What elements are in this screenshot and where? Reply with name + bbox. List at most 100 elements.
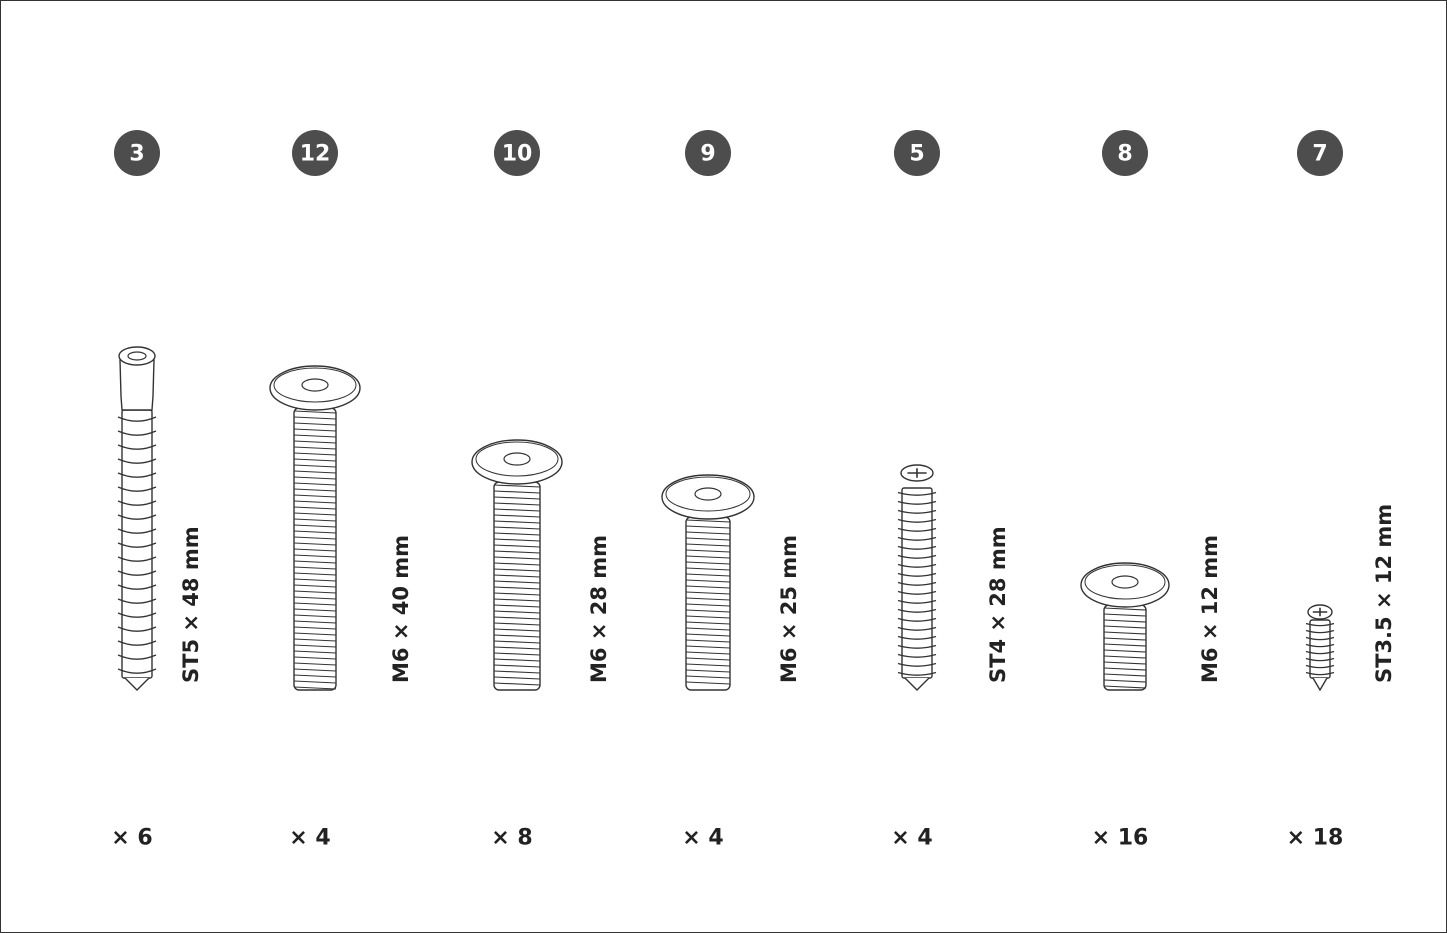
- thread: [897, 662, 937, 667]
- thread: [293, 446, 337, 450]
- thread: [1103, 685, 1147, 689]
- screw-head-rim: [475, 441, 559, 477]
- thread: [293, 476, 337, 480]
- thread: [493, 604, 541, 608]
- thread: [1103, 673, 1147, 677]
- screw-tip: [124, 677, 150, 691]
- thread: [685, 573, 731, 577]
- thread: [493, 640, 541, 644]
- size-label: M6 × 28 mm: [587, 535, 611, 683]
- thread: [117, 626, 157, 632]
- hardware-item: 10 M6 × 28 mm × 8: [471, 130, 611, 851]
- quantity: × 18: [1287, 826, 1344, 851]
- thread: [293, 518, 337, 522]
- quantity: × 8: [491, 826, 532, 851]
- thread: [493, 598, 541, 602]
- thread: [293, 506, 337, 510]
- thread: [293, 596, 337, 600]
- thread: [685, 669, 731, 673]
- thread: [493, 484, 541, 488]
- thread: [117, 640, 157, 646]
- badge: [494, 130, 540, 176]
- thread: [897, 536, 937, 541]
- thread: [1103, 679, 1147, 683]
- thread: [897, 545, 937, 550]
- thread: [685, 585, 731, 589]
- thread: [293, 638, 337, 642]
- thread: [117, 542, 157, 548]
- thread: [293, 422, 337, 426]
- thread: [117, 430, 157, 436]
- thread: [685, 543, 731, 547]
- hex-socket: [127, 351, 147, 361]
- thread: [685, 627, 731, 631]
- thread: [493, 646, 541, 650]
- thread: [685, 615, 731, 619]
- thread: [897, 527, 937, 532]
- thread: [897, 572, 937, 577]
- thread: [1103, 637, 1147, 641]
- thread: [1103, 613, 1147, 617]
- thread: [493, 586, 541, 590]
- thread: [897, 491, 937, 496]
- thread: [685, 639, 731, 643]
- thread: [685, 621, 731, 625]
- thread: [493, 514, 541, 518]
- thread: [493, 652, 541, 656]
- thread: [293, 536, 337, 540]
- thread: [493, 496, 541, 500]
- thread: [685, 531, 731, 535]
- badge-label: 9: [700, 142, 715, 167]
- thread: [685, 597, 731, 601]
- thread: [897, 635, 937, 640]
- thread: [493, 682, 541, 686]
- screw-shaft: [1309, 619, 1331, 679]
- thread: [1305, 650, 1335, 655]
- size-label: M6 × 12 mm: [1198, 535, 1222, 683]
- thread: [1305, 636, 1335, 641]
- thread: [493, 628, 541, 632]
- thread: [293, 488, 337, 492]
- thread: [685, 609, 731, 613]
- thread: [493, 610, 541, 614]
- thread: [685, 657, 731, 661]
- thread: [293, 416, 337, 420]
- thread: [117, 528, 157, 534]
- thread: [1103, 643, 1147, 647]
- badge-label: 12: [300, 142, 331, 167]
- thread: [493, 550, 541, 554]
- thread: [897, 644, 937, 649]
- thread: [1305, 657, 1335, 662]
- badge-label: 8: [1117, 142, 1132, 167]
- cross-slot: [907, 468, 927, 478]
- thread: [685, 549, 731, 553]
- screw-head-rim: [1084, 564, 1166, 600]
- thread: [493, 616, 541, 620]
- thread: [117, 458, 157, 464]
- thread: [1305, 671, 1335, 676]
- thread: [293, 512, 337, 516]
- thread: [685, 561, 731, 565]
- thread: [293, 440, 337, 444]
- badge: [1297, 130, 1343, 176]
- thread: [685, 633, 731, 637]
- hardware-item: 5 ST4 × 28 mm × 4: [891, 130, 1010, 851]
- thread: [117, 444, 157, 450]
- hardware-item: 3 ST5 × 48 mm × 6: [111, 130, 203, 851]
- screw-head-rim: [273, 367, 357, 403]
- thread: [493, 544, 541, 548]
- thread: [293, 428, 337, 432]
- thread: [1305, 629, 1335, 634]
- hex-socket: [503, 452, 531, 466]
- hardware-item: 8 M6 × 12 mm × 16: [1080, 130, 1222, 851]
- thread: [685, 537, 731, 541]
- screw-tip: [1312, 677, 1328, 692]
- thread: [493, 634, 541, 638]
- thread: [897, 509, 937, 514]
- cross-slot: [1312, 607, 1328, 617]
- thread: [293, 530, 337, 534]
- thread: [685, 519, 731, 523]
- thread: [685, 663, 731, 667]
- thread: [293, 452, 337, 456]
- thread: [293, 614, 337, 618]
